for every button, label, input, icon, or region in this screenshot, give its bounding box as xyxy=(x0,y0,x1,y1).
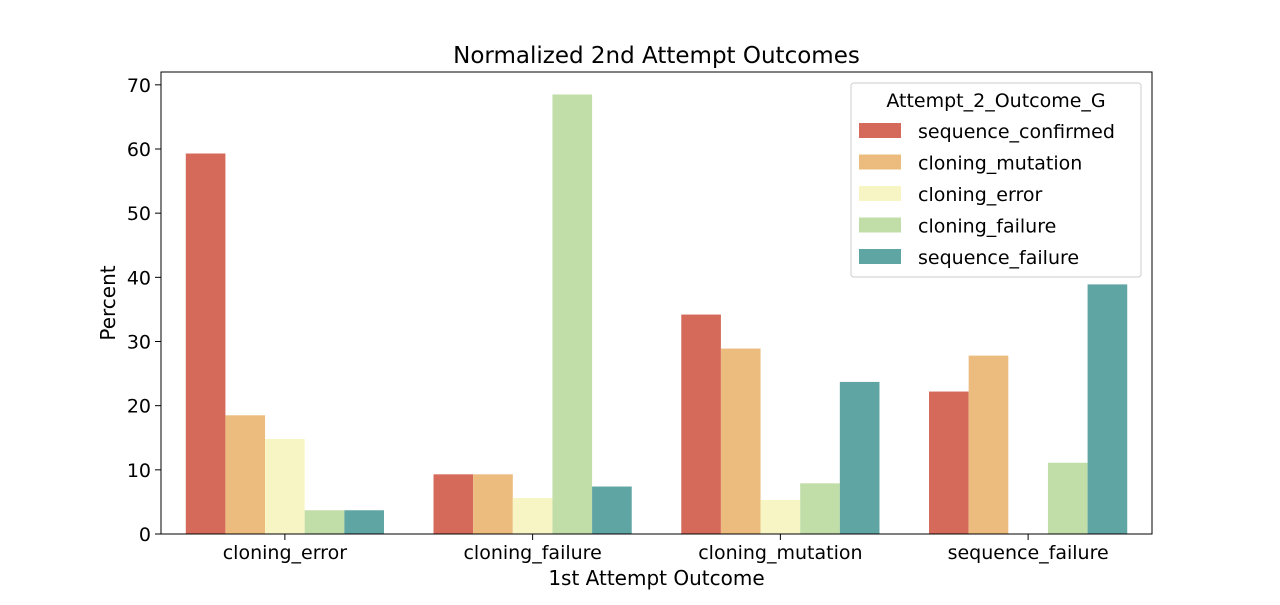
y-axis-label: Percent xyxy=(96,265,120,340)
bar-sequence_confirmed-cloning_failure xyxy=(433,474,474,534)
bar-cloning_failure-sequence_failure xyxy=(1047,462,1088,534)
bar-sequence_failure-sequence_failure xyxy=(1087,284,1128,534)
bar-cloning_mutation-cloning_failure xyxy=(473,474,513,534)
x-axis: cloning_error cloning_failure cloning_muta… xyxy=(223,534,1109,564)
y-tick-label: 30 xyxy=(127,332,151,354)
legend: Attempt_2_Outcome_G sequence_confirmedcl… xyxy=(850,82,1142,278)
y-tick-label: 10 xyxy=(127,460,151,482)
legend-swatch-cloning_error xyxy=(859,186,901,201)
bar-cloning_error-cloning_error xyxy=(265,439,305,534)
y-tick-label: 40 xyxy=(127,267,151,289)
y-tick-label: 20 xyxy=(127,396,151,418)
x-tick-label: sequence_failure xyxy=(948,542,1109,564)
bar-cloning_mutation-cloning_mutation xyxy=(720,348,761,534)
bar-cloning_failure-cloning_failure xyxy=(552,94,593,535)
legend-label-cloning_error: cloning_error xyxy=(918,184,1042,206)
bars-group xyxy=(185,94,1128,535)
legend-swatch-cloning_mutation xyxy=(859,154,901,170)
bar-cloning_failure-cloning_mutation xyxy=(800,483,840,534)
bar-sequence_failure-cloning_mutation xyxy=(839,381,880,534)
legend-swatch-cloning_failure xyxy=(859,217,901,233)
y-tick-label: 50 xyxy=(127,203,151,225)
bar-cloning_error-cloning_failure xyxy=(512,498,553,534)
bar-cloning_mutation-cloning_error xyxy=(225,415,266,534)
x-tick-label: cloning_error xyxy=(223,542,347,564)
legend-swatch-sequence_failure xyxy=(859,249,901,264)
legend-swatch-sequence_confirmed xyxy=(859,123,901,138)
y-tick-label: 70 xyxy=(127,75,151,97)
legend-label-cloning_mutation: cloning_mutation xyxy=(918,153,1082,175)
legend-box xyxy=(850,82,1142,278)
legend-title: Attempt_2_Outcome_G xyxy=(886,90,1105,112)
legend-items: sequence_confirmed cloning_mutationclonin… xyxy=(859,121,1115,269)
bar-sequence_confirmed-cloning_error xyxy=(185,153,226,535)
bar-sequence_failure-cloning_failure xyxy=(592,486,632,534)
bar-cloning_failure-cloning_error xyxy=(304,510,345,534)
legend-label-sequence_confirmed: sequence_confirmed xyxy=(918,121,1115,143)
y-tick-label: 60 xyxy=(127,139,151,161)
y-axis: 0 10 20 30 40 50 60 70 xyxy=(127,75,161,546)
x-axis-label: 1st Attempt Outcome xyxy=(548,566,764,590)
bar-cloning_mutation-sequence_failure xyxy=(968,355,1009,534)
chart-title: Normalized 2nd Attempt Outcomes xyxy=(453,43,860,69)
legend-label-cloning_failure: cloning_failure xyxy=(918,216,1056,238)
x-tick-label: cloning_mutation xyxy=(698,542,862,564)
bar-cloning_error-cloning_mutation xyxy=(760,499,801,534)
bar-sequence_confirmed-sequence_failure xyxy=(929,391,969,534)
plot-frame xyxy=(160,71,1153,535)
bar-sequence_failure-cloning_error xyxy=(344,510,384,534)
bar-sequence_confirmed-cloning_mutation xyxy=(681,314,721,534)
legend-label-sequence_failure: sequence_failure xyxy=(918,247,1079,269)
y-tick-label: 0 xyxy=(139,524,151,546)
x-tick-label: cloning_failure xyxy=(463,542,601,564)
